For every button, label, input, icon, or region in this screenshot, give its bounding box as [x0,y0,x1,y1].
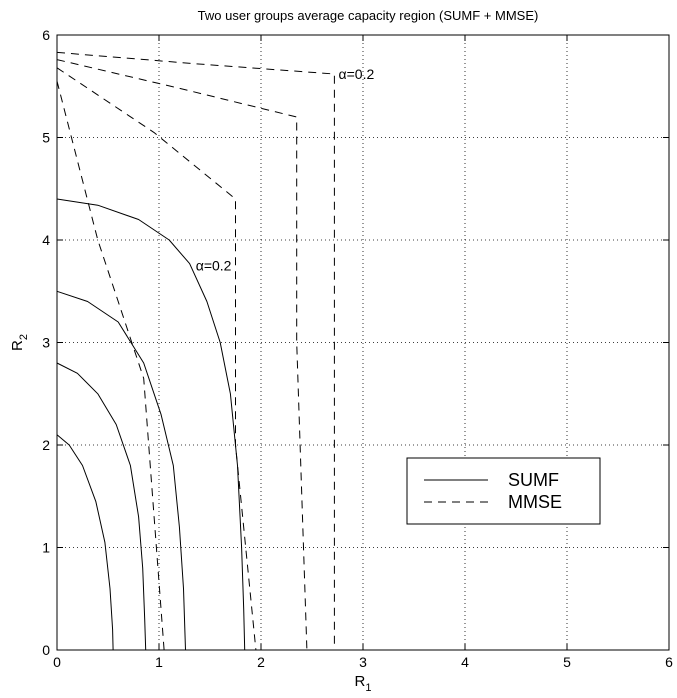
y-tick-label: 2 [42,437,50,453]
y-axis-label-sub: 2 [18,334,30,340]
legend-box [406,457,601,525]
sumf-curve [56,362,147,651]
mmse-curve [56,67,257,651]
chart-title: Two user groups average capacity region … [198,8,539,23]
sumf-curve [56,434,114,651]
x-tick-label: 2 [257,654,265,670]
y-tick-label: 0 [42,642,50,658]
sumf-curve [56,198,246,651]
x-tick-label: 1 [155,654,163,670]
y-tick-label: 4 [42,232,50,248]
sumf-curve [56,290,186,651]
x-tick-label: 5 [563,654,571,670]
x-tick-label: 3 [359,654,367,670]
y-tick-label: 6 [42,27,50,43]
x-tick-label: 6 [665,654,673,670]
legend-label-sumf: SUMF [508,470,559,490]
y-tick-label: 3 [42,335,50,351]
legend: SUMF MMSE [406,457,601,525]
mmse-curve [56,51,335,650]
mmse-curve [56,80,165,651]
x-axis-label-sub: 1 [365,682,371,694]
x-axis-label-main: R [355,673,366,690]
alpha-annotation: α=0.2 [196,258,232,274]
grid-lines [57,35,669,650]
y-axis-label-main: R [9,340,26,351]
tick-labels: 0 1 2 3 4 5 6 0 1 2 3 4 5 6 [42,27,673,670]
alpha-annotation: α=0.2 [339,66,375,82]
x-tick-label: 4 [461,654,469,670]
annotations: α=0.2 α=0.2 [196,66,375,274]
y-tick-label: 5 [42,130,50,146]
x-axis-label: R1 [355,673,372,694]
y-axis-label: R2 [9,334,30,351]
tick-marks [56,34,670,651]
y-tick-label: 1 [42,540,50,556]
legend-label-mmse: MMSE [508,492,562,512]
x-tick-label: 0 [53,654,61,670]
mmse-curve [56,59,308,651]
curves-layer [56,51,335,651]
